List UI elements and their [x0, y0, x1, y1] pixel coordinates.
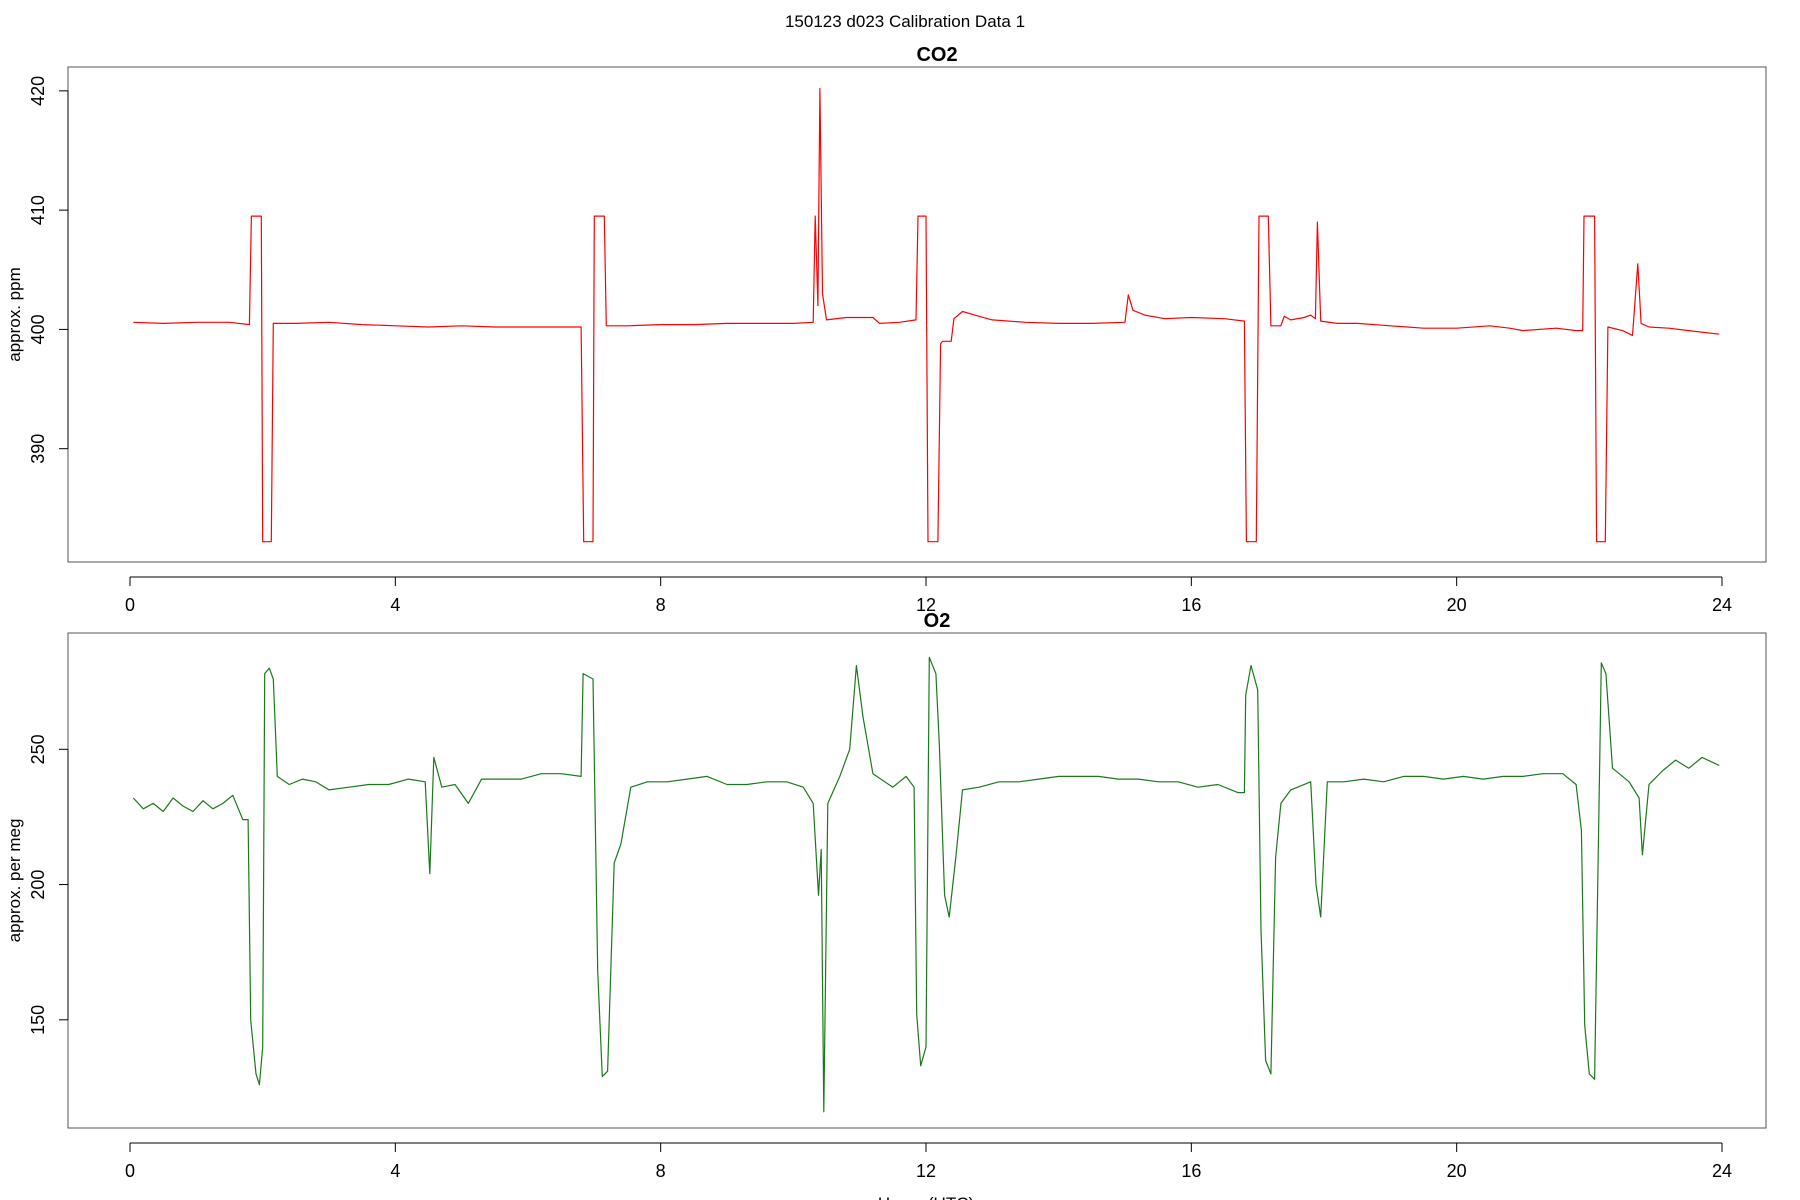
figure-title: 150123 d023 Calibration Data 1: [785, 12, 1025, 31]
co2-y-tick-label: 400: [28, 314, 48, 344]
co2-y-tick-label: 390: [28, 434, 48, 464]
co2-panel: CO2 0 4 8 12 16 20 24 390 400 410 420 approx. ppm: [5, 44, 1767, 615]
o2-y-tick-label: 250: [28, 734, 48, 764]
o2-x-tick-label: 16: [1181, 1161, 1201, 1181]
o2-y-tick-label: 150: [28, 1005, 48, 1035]
o2-x-tick-label: 4: [390, 1161, 400, 1181]
o2-panel-title: O2: [924, 610, 951, 632]
co2-plot-frame: [67, 66, 1767, 563]
co2-panel-title: CO2: [916, 44, 957, 66]
co2-series-line: [133, 87, 1720, 543]
co2-y-axis-label: approx. ppm: [5, 267, 24, 362]
co2-x-tick-label: 12: [916, 595, 936, 615]
co2-x-tick-label: 16: [1181, 595, 1201, 615]
co2-x-tick-label: 8: [656, 595, 666, 615]
co2-x-tick-label: 4: [390, 595, 400, 615]
co2-y-tick-label: 410: [28, 195, 48, 225]
o2-x-tick-label: 12: [916, 1161, 936, 1181]
o2-y-axis-label: approx. per meg: [5, 819, 24, 943]
co2-y-tick-label: 420: [28, 76, 48, 106]
o2-plot-frame: [67, 632, 1767, 1129]
o2-x-tick-label: 20: [1447, 1161, 1467, 1181]
o2-x-tick-label: 8: [656, 1161, 666, 1181]
co2-x-tick-label: 24: [1712, 595, 1732, 615]
o2-x-tick-label: 0: [125, 1161, 135, 1181]
o2-panel: O2 0 4 8 12 16 20 24 Hours (UTC) 150 200 250 approx.…: [5, 610, 1767, 1200]
co2-x-tick-label: 0: [125, 595, 135, 615]
co2-x-tick-label: 20: [1447, 595, 1467, 615]
o2-x-tick-label: 24: [1712, 1161, 1732, 1181]
o2-x-axis-label: Hours (UTC): [878, 1194, 974, 1200]
o2-series-line: [132, 656, 1720, 1113]
o2-y-tick-label: 200: [28, 870, 48, 900]
